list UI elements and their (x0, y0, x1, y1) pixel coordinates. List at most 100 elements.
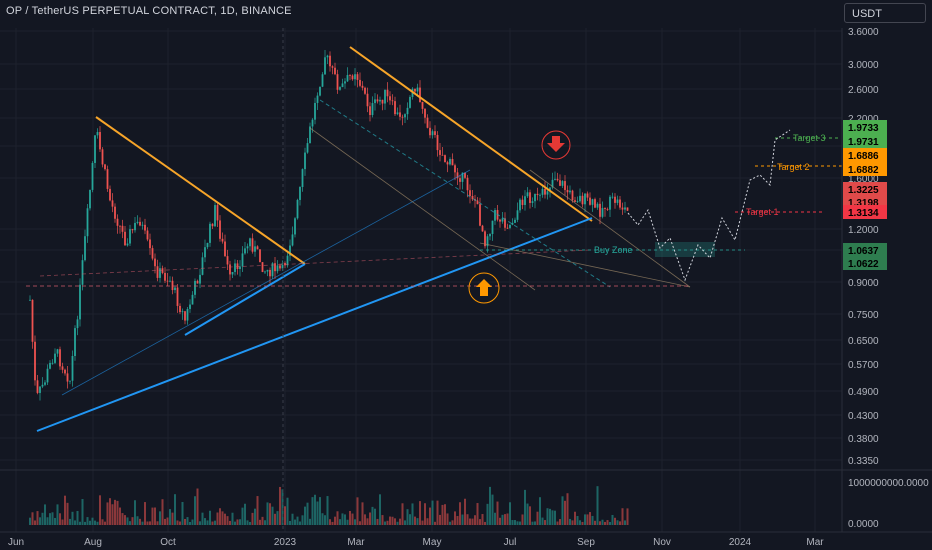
candle-body (71, 356, 74, 381)
support-line-2[interactable] (184, 263, 306, 336)
candle-body (459, 178, 461, 182)
candle-body (339, 87, 341, 90)
volume-bar (496, 501, 499, 525)
volume-bar (599, 521, 601, 525)
volume-bar (519, 521, 521, 525)
volume-bar (214, 520, 216, 525)
candle-body (516, 210, 519, 220)
volume-axis[interactable]: 1000000000.0000 0.0000 (0, 28, 932, 532)
candle-body (579, 195, 581, 202)
candle-body (104, 164, 106, 170)
buy-zone-box[interactable] (655, 242, 715, 257)
candle-body (269, 269, 271, 277)
volume-bar (254, 508, 256, 525)
candle-body (374, 99, 376, 104)
candle-body (311, 119, 314, 127)
currency-selector[interactable]: USDT (844, 3, 926, 23)
time-tick-label: Mar (347, 537, 365, 548)
volume-bar (384, 521, 386, 525)
volume-bar (209, 510, 211, 525)
volume-bar (86, 517, 89, 525)
trend-drawings[interactable] (26, 28, 842, 530)
volume-bar (289, 520, 291, 525)
candle-body (501, 218, 504, 222)
candle-body (521, 199, 524, 205)
time-axis[interactable]: Jun Aug Oct 2023 Mar May Jul Sep Nov 2024 Mar (0, 531, 932, 548)
volume-bar (509, 502, 511, 525)
candle-body (356, 74, 359, 80)
candle-body (594, 199, 596, 208)
target1-label: Target 1 (746, 207, 779, 217)
candle-body (96, 132, 99, 136)
volume-bar (236, 519, 239, 525)
candle-body (499, 219, 501, 222)
volume-bar (466, 514, 469, 525)
time-tick-label: Jun (8, 537, 24, 548)
volume-bar (371, 506, 374, 525)
price-tick-label: 2.2000 (848, 114, 879, 125)
time-tick-label: Oct (160, 537, 176, 548)
volume-bar (624, 520, 626, 525)
volume-bar (564, 500, 566, 525)
price-badge (843, 243, 887, 257)
price-tick-label: 3.6000 (848, 27, 879, 38)
volume-bar (596, 486, 599, 525)
projected-path (627, 129, 791, 282)
candle-body (94, 135, 96, 163)
volume-bar (191, 519, 194, 525)
candle-body (574, 200, 576, 202)
volume-bar (589, 512, 591, 525)
candle-body (141, 224, 144, 226)
volume-bar (521, 514, 524, 525)
volume-bar (541, 517, 544, 525)
candle-body (151, 248, 154, 259)
resistance-line-1[interactable] (95, 116, 306, 265)
volume-bar (331, 521, 334, 525)
price-tick-label: 2.6000 (848, 85, 879, 96)
candle-body (556, 178, 559, 181)
candle-body (91, 162, 94, 190)
volume-bar (439, 514, 441, 525)
price-badges: 1.9733 1.9731 1.6886 1.6882 1.3225 1.31981.31… (843, 120, 887, 270)
resistance-line-2[interactable] (349, 46, 593, 222)
candle-body (131, 229, 134, 231)
volume-series (29, 486, 629, 525)
volume-bar (199, 521, 201, 525)
support-line-main[interactable] (36, 217, 593, 432)
volume-bar (469, 518, 471, 525)
volume-bar (544, 520, 546, 525)
volume-bar (354, 519, 356, 525)
volume-bar (99, 495, 101, 525)
volume-bar (94, 520, 96, 525)
price-badge (843, 182, 887, 196)
candle-body (46, 368, 49, 383)
candle-body (351, 75, 354, 80)
candle-body (554, 178, 556, 180)
time-tick-label: Jul (504, 537, 517, 548)
candle-body (376, 99, 379, 102)
dashed-level-red-2 (39, 249, 591, 277)
volume-bar (529, 506, 531, 525)
volume-bar (51, 512, 54, 525)
volume-bar (411, 503, 414, 525)
volume-bar (59, 513, 61, 525)
candle-body (64, 369, 66, 374)
candle-body (31, 299, 34, 342)
candle-body (49, 362, 51, 369)
candle-body (139, 221, 141, 226)
candle-body (626, 207, 629, 211)
candle-body (181, 311, 184, 313)
volume-bar (499, 517, 501, 525)
candle-body (331, 66, 334, 68)
candle-body (621, 207, 624, 210)
candle-body (219, 220, 221, 239)
candle-body (264, 271, 266, 273)
candle-body (209, 223, 211, 243)
volume-bar (251, 512, 254, 525)
volume-bar (611, 514, 614, 525)
candle-body (344, 81, 346, 84)
candle-body (176, 287, 179, 306)
candle-body (214, 205, 216, 227)
time-tick-label: Nov (653, 537, 671, 548)
